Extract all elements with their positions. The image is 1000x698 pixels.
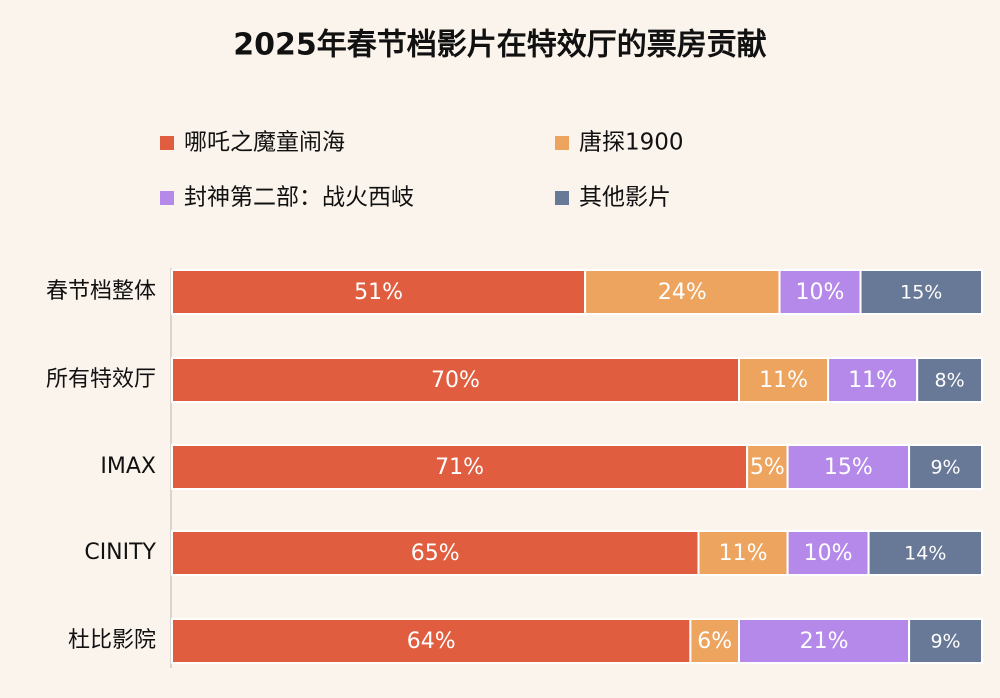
value-label: 70% <box>431 368 480 393</box>
value-label: 14% <box>904 543 946 565</box>
category-label: 杜比影院 <box>68 628 156 653</box>
value-label: 15% <box>824 455 873 480</box>
bar-segment <box>778 269 862 315</box>
legend-label: 唐探1900 <box>579 130 684 156</box>
value-label: 11% <box>719 541 768 566</box>
chart-title: 2025年春节档影片在特效厅的票房贡献 <box>233 28 767 63</box>
legend-label: 哪吒之魔童闹海 <box>184 130 345 156</box>
bar-segment <box>867 530 983 576</box>
legend-swatch <box>555 136 569 150</box>
legend-label: 其他影片 <box>579 185 671 211</box>
bar-segment <box>916 357 984 403</box>
value-label: 9% <box>930 631 960 653</box>
bar-segment <box>738 618 911 664</box>
bar-segment <box>908 618 983 664</box>
value-label: 8% <box>935 370 965 392</box>
value-label: 24% <box>658 280 707 305</box>
value-label: 6% <box>697 629 732 654</box>
value-label: 65% <box>411 541 460 566</box>
category-label: 春节档整体 <box>46 279 156 304</box>
bar-segment <box>171 444 749 490</box>
value-label: 21% <box>800 629 849 654</box>
value-label: 10% <box>804 541 853 566</box>
value-label: 11% <box>759 368 808 393</box>
bar-segment <box>697 530 789 576</box>
bar-segment <box>908 444 983 490</box>
bar-segment <box>171 530 700 576</box>
legend-label: 封神第二部：战火西岐 <box>184 185 414 211</box>
category-label: IMAX <box>100 454 156 479</box>
value-label: 11% <box>848 368 897 393</box>
bar-segment <box>584 269 781 315</box>
bar-segment <box>171 618 692 664</box>
bar-segment <box>859 269 983 315</box>
bar-segment <box>786 444 911 490</box>
bar-segment <box>689 618 741 664</box>
value-label: 71% <box>435 455 484 480</box>
bar-segment <box>786 530 870 576</box>
category-label: 所有特效厅 <box>46 367 156 392</box>
category-label: CINITY <box>84 540 156 565</box>
value-label: 10% <box>796 280 845 305</box>
legend-swatch <box>160 191 174 205</box>
value-label: 5% <box>750 455 785 480</box>
legend-swatch <box>160 136 174 150</box>
legend-swatch <box>555 191 569 205</box>
value-label: 9% <box>930 457 960 479</box>
value-label: 64% <box>407 629 456 654</box>
value-label: 15% <box>900 282 942 304</box>
value-label: 51% <box>354 280 403 305</box>
